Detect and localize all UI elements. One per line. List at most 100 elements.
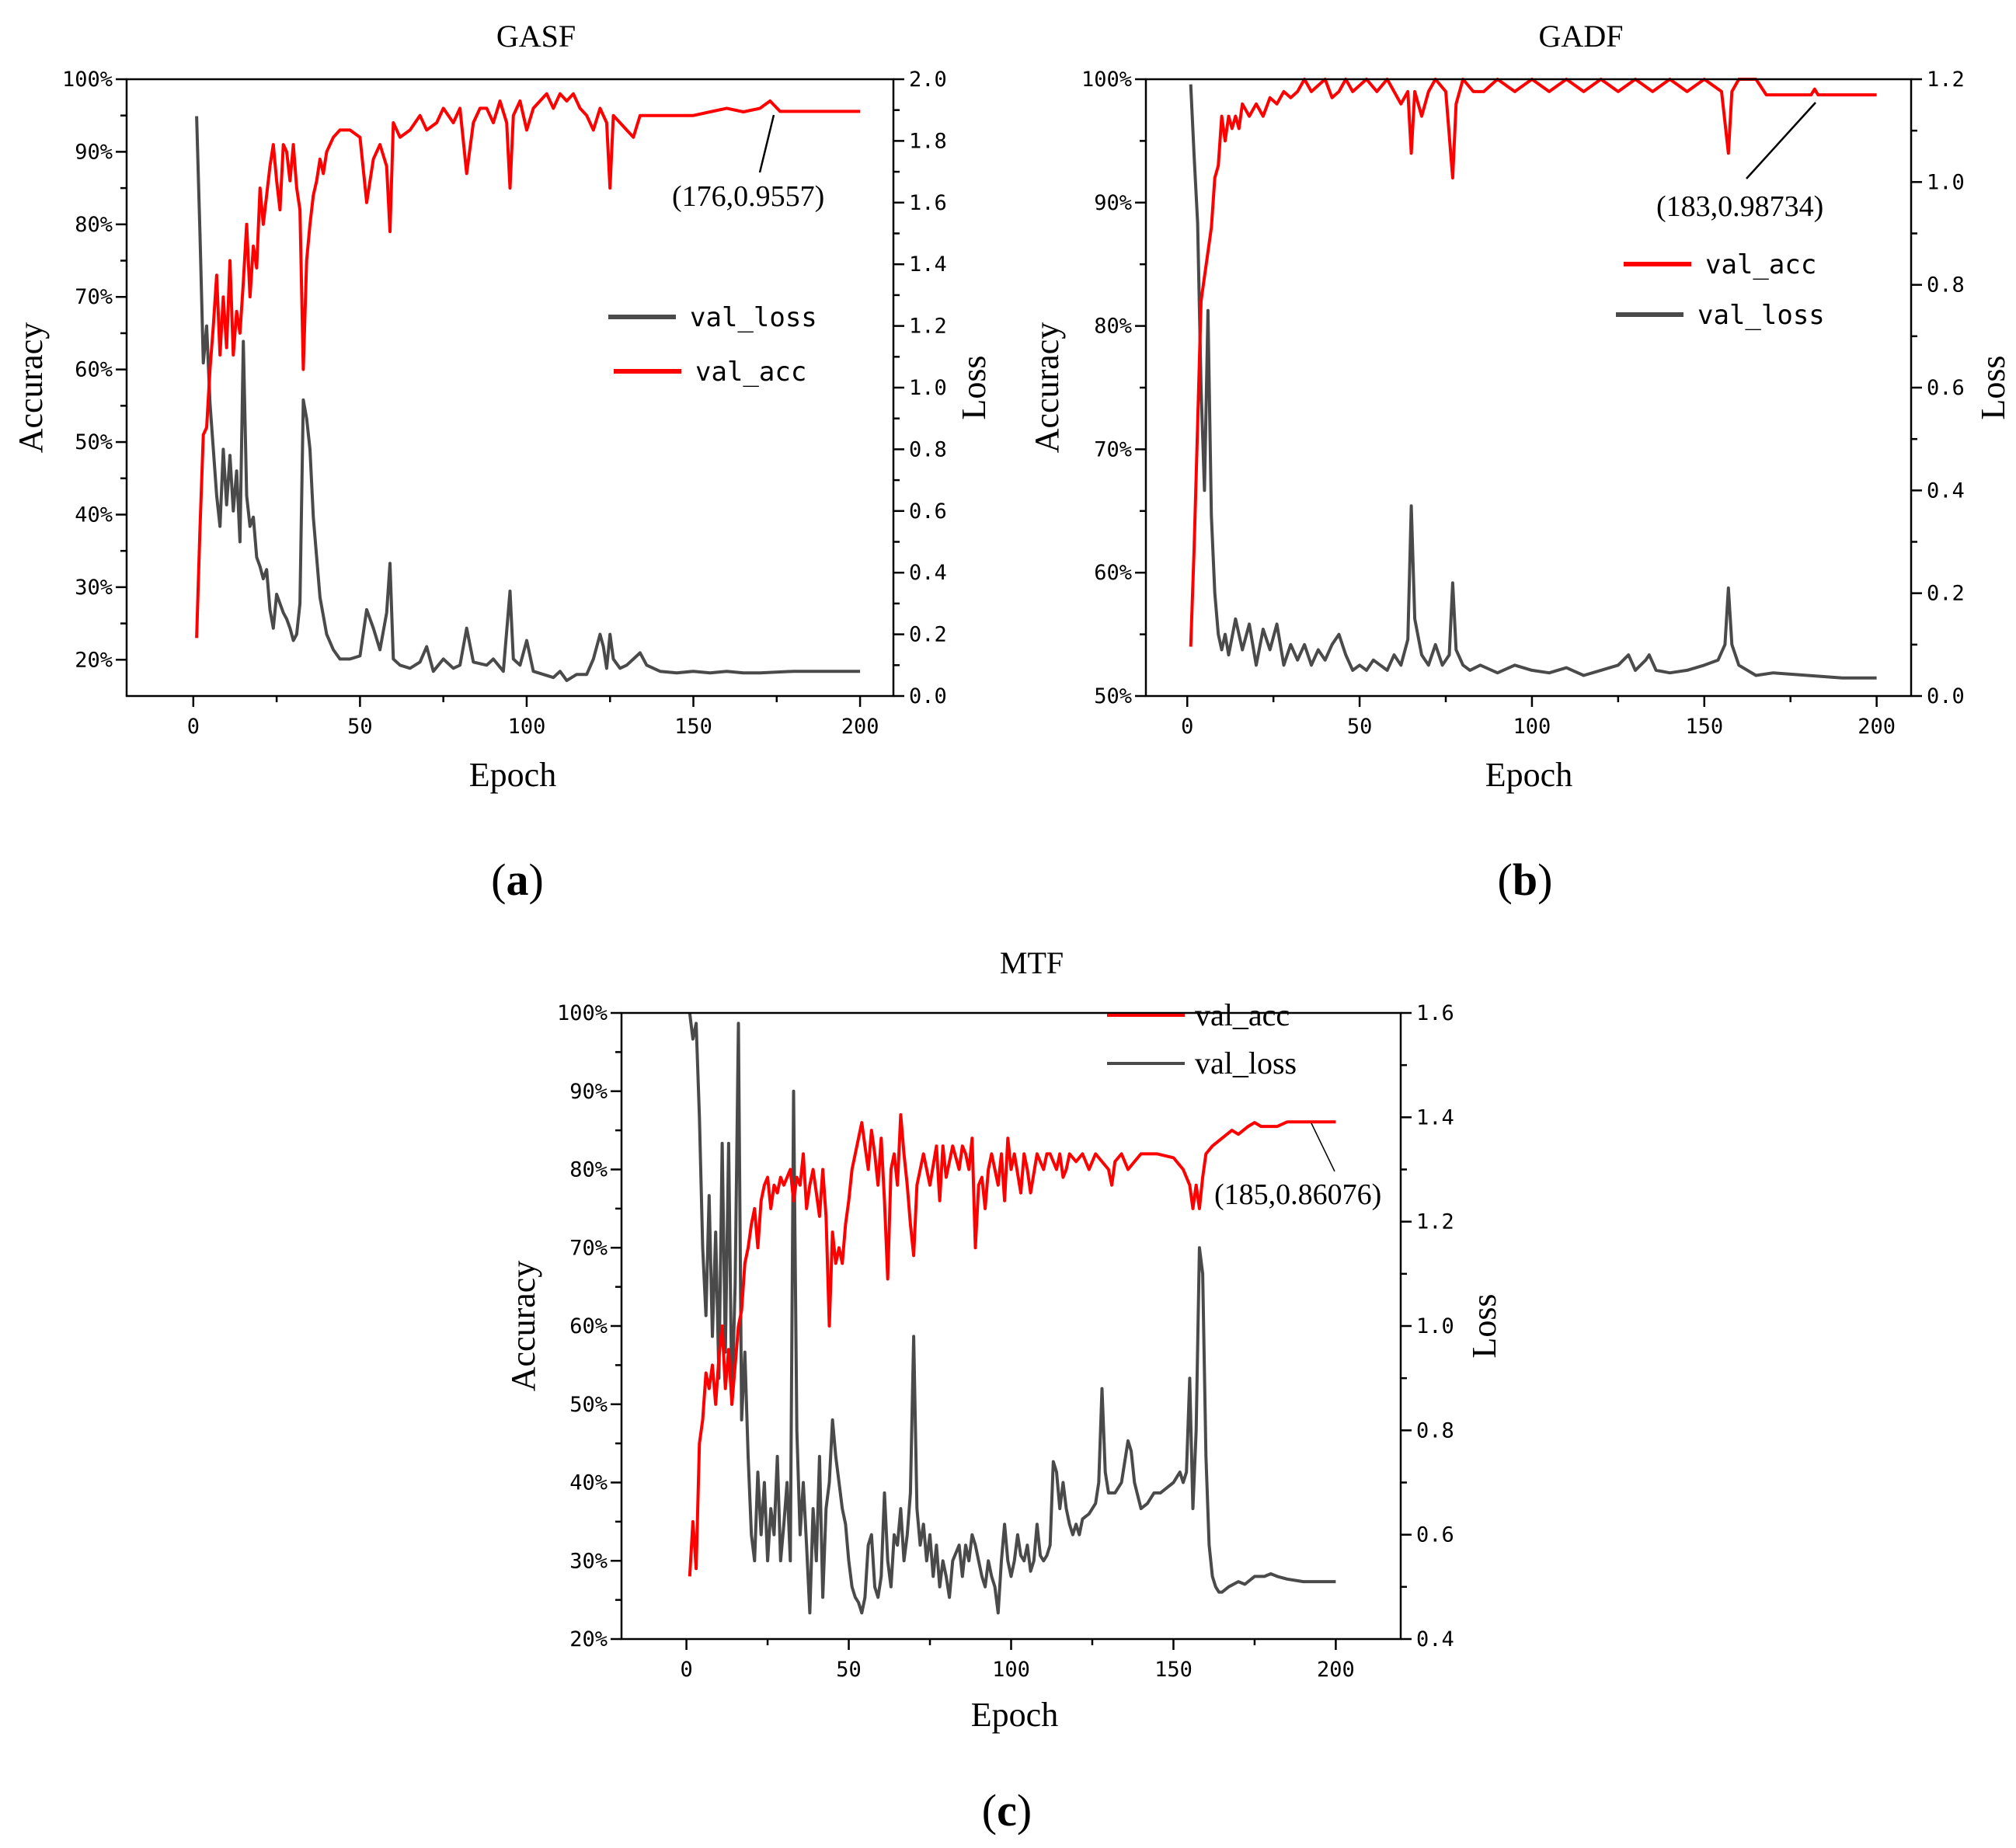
y-tick-label: 30%	[75, 576, 113, 600]
y2-axis-label: Loss	[1974, 355, 2012, 419]
panel-label-c: (c)	[982, 1785, 1032, 1836]
y-axis-label: Accuracy	[504, 1261, 542, 1392]
x-tick-label: 200	[1317, 1658, 1355, 1682]
x-tick-label: 50	[1347, 715, 1373, 739]
y-tick-label: 70%	[75, 285, 113, 309]
plot-frame	[125, 78, 895, 698]
y-axis-left: 20% 30% 40% 50% 60% 70% 80% 90% 100%	[62, 68, 127, 672]
y-axis-right: 0.0 0.2 0.4 0.6 0.8 1.0 1.2	[1911, 68, 1965, 708]
series-line-val-acc	[195, 92, 861, 639]
y2-tick-label: 0.6	[1927, 376, 1965, 400]
plot-frame	[620, 1011, 1402, 1641]
x-tick-label: 150	[1685, 715, 1723, 739]
x-tick-label: 0	[187, 715, 200, 739]
y-tick-label: 90%	[569, 1080, 608, 1104]
y-tick-label: 40%	[569, 1471, 608, 1495]
chart-title: GASF	[496, 19, 576, 54]
series-line-val-acc	[688, 1113, 1336, 1577]
chart-gasf: GASF 20% 30% 40% 50% 60% 70% 80% 90% 100% 0.0 0.2…	[12, 19, 993, 905]
legend-label-val-acc: val_acc	[695, 357, 806, 388]
chart-title: MTF	[1000, 945, 1064, 980]
chart-title: GADF	[1539, 19, 1624, 54]
plot-frame	[1144, 78, 1913, 698]
x-tick-label: 200	[1858, 715, 1896, 739]
y2-tick-label: 1.0	[1927, 170, 1965, 194]
x-tick-label: 50	[347, 715, 373, 739]
y2-tick-label: 0.8	[1416, 1418, 1454, 1443]
y-axis-right: 0.0 0.2 0.4 0.6 0.8 1.0 1.2 1.4 1.6 1.8 2.0	[893, 68, 947, 708]
y2-tick-label: 0.2	[1927, 582, 1965, 606]
annotation: (185,0.86076)	[1214, 1122, 1381, 1211]
x-tick-label: 100	[508, 715, 546, 739]
x-tick-label: 100	[992, 1658, 1030, 1682]
y-tick-label: 70%	[1094, 437, 1132, 461]
y2-tick-label: 0.4	[909, 561, 947, 585]
legend: val_acc val_loss	[1107, 997, 1297, 1081]
legend-label-val-loss: val_loss	[690, 302, 817, 333]
y2-tick-label: 2.0	[909, 68, 947, 92]
y-tick-label: 50%	[1094, 684, 1132, 708]
y-tick-label: 80%	[569, 1158, 608, 1182]
y2-tick-label: 0.4	[1416, 1627, 1454, 1651]
y-axis-label: Accuracy	[1028, 322, 1066, 454]
legend-label-val-loss: val_loss	[1195, 1046, 1297, 1081]
y2-tick-label: 1.0	[1416, 1314, 1454, 1338]
y-axis-left: 50% 60% 70% 80% 90% 100%	[1081, 68, 1146, 708]
y-tick-label: 60%	[75, 358, 113, 382]
x-tick-label: 200	[841, 715, 879, 739]
series-layer	[1189, 78, 1877, 680]
y-tick-label: 80%	[75, 213, 113, 237]
annotation-label: (183,0.98734)	[1656, 190, 1823, 223]
y2-tick-label: 0.0	[1927, 684, 1965, 708]
y2-tick-label: 0.6	[1416, 1523, 1454, 1547]
annotation-label: (176,0.9557)	[672, 180, 824, 213]
x-axis: 0 50 100 150 200	[187, 696, 879, 739]
chart-mtf: MTF 20% 30% 40% 50% 60% 70% 80% 90% 100% 0.4 0.6 0…	[504, 945, 1503, 1836]
legend-label-val-loss: val_loss	[1697, 300, 1825, 331]
annotation-leader	[758, 114, 775, 173]
y-tick-label: 90%	[75, 140, 113, 164]
y-tick-label: 20%	[569, 1627, 608, 1651]
legend: val_loss val_acc	[608, 302, 817, 388]
x-axis-label: Epoch	[1485, 756, 1572, 794]
annotation: (183,0.98734)	[1656, 102, 1823, 223]
y2-tick-label: 0.8	[1927, 273, 1965, 298]
y2-tick-label: 0.0	[909, 684, 947, 708]
series-layer	[195, 92, 861, 683]
y-tick-label: 60%	[1094, 561, 1132, 585]
y-axis-label: Accuracy	[12, 322, 50, 454]
y-tick-label: 30%	[569, 1549, 608, 1573]
x-axis-label: Epoch	[469, 756, 556, 794]
chart-gadf: GADF 50% 60% 70% 80% 90% 100% 0.0 0.2 0.4 0.6 0.8…	[1028, 19, 2012, 905]
x-tick-label: 50	[836, 1658, 862, 1682]
x-tick-label: 0	[1181, 715, 1193, 739]
y-tick-label: 40%	[75, 503, 113, 527]
y-tick-label: 100%	[557, 1001, 608, 1025]
panel-label-a: (a)	[491, 854, 544, 905]
y2-axis-label: Loss	[955, 355, 993, 419]
x-axis: 0 50 100 150 200	[680, 1639, 1355, 1682]
y2-tick-label: 1.6	[909, 191, 947, 215]
y-tick-label: 60%	[569, 1314, 608, 1338]
legend-label-val-acc: val_acc	[1705, 249, 1816, 280]
y-tick-label: 90%	[1094, 191, 1132, 215]
y-tick-label: 50%	[75, 430, 113, 454]
x-tick-label: 100	[1513, 715, 1551, 739]
y2-tick-label: 1.0	[909, 376, 947, 400]
y2-tick-label: 1.6	[1416, 1001, 1454, 1025]
x-tick-label: 150	[674, 715, 712, 739]
y-tick-label: 70%	[569, 1236, 608, 1260]
series-line-val-acc	[1189, 78, 1877, 647]
series-line-val-loss	[1189, 84, 1877, 680]
series-line-val-loss	[688, 1012, 1336, 1615]
y2-tick-label: 0.4	[1927, 479, 1965, 503]
y2-tick-label: 1.2	[1416, 1210, 1454, 1234]
y2-tick-label: 0.2	[909, 623, 947, 647]
x-tick-label: 0	[680, 1658, 692, 1682]
y2-tick-label: 1.8	[909, 129, 947, 153]
x-axis-label: Epoch	[971, 1696, 1058, 1734]
y-tick-label: 50%	[569, 1393, 608, 1417]
x-axis: 0 50 100 150 200	[1181, 696, 1896, 739]
